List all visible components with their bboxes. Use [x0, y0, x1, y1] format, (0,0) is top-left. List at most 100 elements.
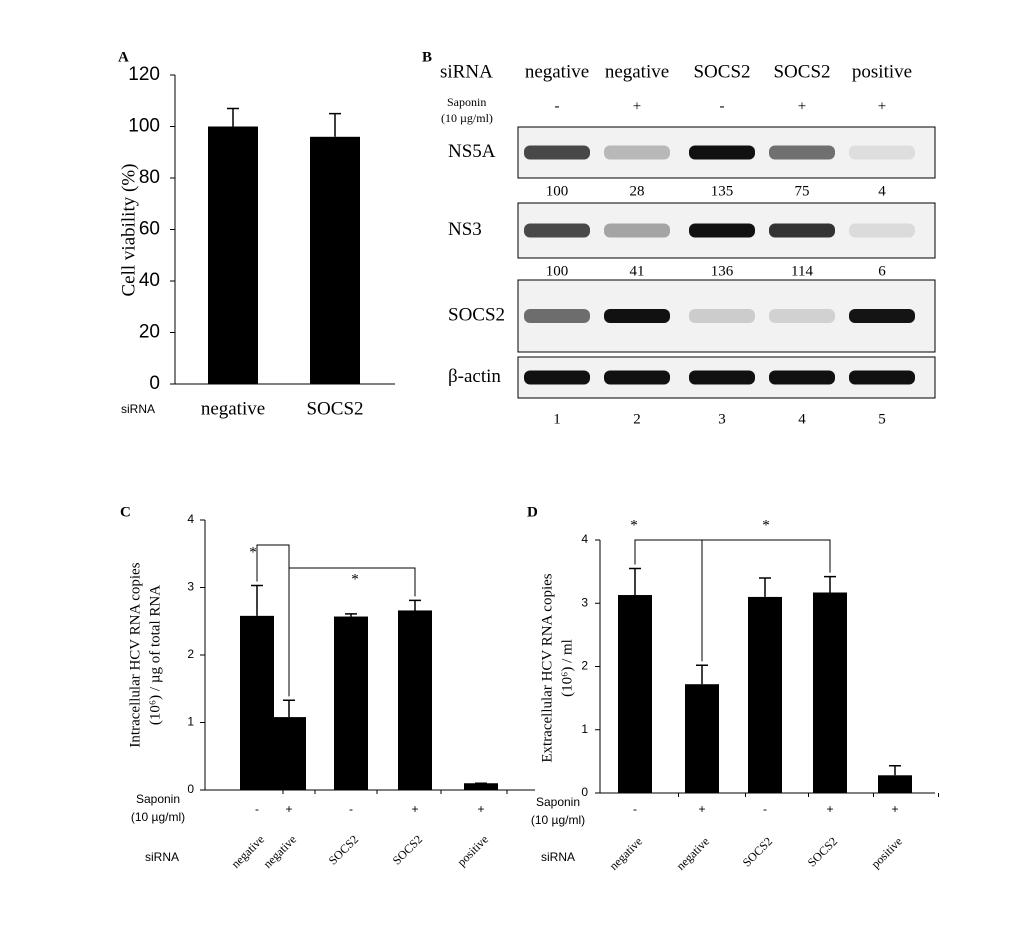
bar	[334, 616, 368, 790]
error-bar	[696, 664, 708, 685]
bar	[208, 126, 258, 384]
bar	[272, 717, 306, 790]
band-quantity: 135	[711, 183, 734, 199]
treatment: -	[255, 802, 259, 816]
y-tick-label: 3	[581, 595, 588, 609]
band	[689, 223, 755, 238]
y-tick-label: 120	[128, 64, 160, 85]
error-bar	[329, 112, 341, 137]
bar	[310, 136, 360, 384]
bar	[618, 595, 652, 793]
y-tick-label: 3	[187, 580, 194, 594]
error-bar	[227, 107, 239, 127]
lane-saponin: +	[878, 98, 886, 114]
row-label: (10 µg/ml)	[441, 111, 493, 125]
error-bar	[283, 699, 295, 718]
band-quantity: 6	[878, 263, 886, 279]
y-tick-label: 1	[187, 715, 194, 729]
band-quantity: 100	[546, 263, 569, 279]
band	[604, 309, 670, 323]
bar	[813, 592, 847, 793]
treatment: -	[633, 802, 637, 816]
band-quantity: 136	[711, 263, 734, 279]
y-axis-label: (10⁶) / ml	[559, 639, 575, 697]
band	[849, 223, 915, 238]
band	[604, 223, 670, 238]
lane-saponin: +	[798, 98, 806, 114]
protein-label: β-actin	[448, 366, 501, 387]
band-quantity: 114	[791, 263, 813, 279]
bar	[398, 610, 432, 790]
y-tick-label: 20	[139, 322, 160, 343]
band-quantity: 100	[546, 183, 569, 199]
significance-label: *	[762, 517, 770, 533]
error-bar	[629, 567, 641, 596]
bar	[685, 684, 719, 793]
lane-saponin: -	[720, 98, 725, 114]
band	[689, 370, 755, 385]
panel-letter: C	[120, 504, 131, 520]
lane-number: 3	[718, 411, 726, 427]
y-tick-label: 60	[139, 219, 160, 240]
band	[604, 145, 670, 160]
treatment: -	[763, 802, 767, 816]
protein-label: NS3	[448, 219, 482, 240]
y-tick-label: 1	[581, 722, 588, 736]
band	[689, 309, 755, 323]
panel-letter: A	[118, 49, 129, 65]
treatment: +	[826, 802, 833, 816]
bar	[878, 775, 912, 793]
lane-number: 1	[553, 411, 561, 427]
y-axis-label: Cell viability (%)	[118, 164, 139, 297]
y-tick-label: 4	[581, 532, 588, 546]
treatment: +	[891, 802, 898, 816]
y-tick-label: 4	[187, 512, 194, 526]
significance-label: *	[351, 571, 359, 587]
significance-bracket	[701, 539, 831, 662]
band	[849, 145, 915, 160]
band-quantity: 41	[630, 263, 645, 279]
bar	[240, 615, 274, 790]
lane-sirna: negative	[605, 61, 669, 82]
y-tick-label: 40	[139, 270, 160, 291]
band	[769, 309, 835, 323]
lane-saponin: -	[555, 98, 560, 114]
significance-label: *	[630, 517, 638, 533]
lane-number: 5	[878, 411, 886, 427]
panel-letter: B	[422, 49, 432, 65]
category-axis-label: siRNA	[121, 402, 155, 416]
band	[769, 223, 835, 238]
significance-bracket	[288, 567, 416, 697]
significance-label: *	[249, 544, 257, 560]
error-bar	[251, 584, 263, 616]
treatment: +	[411, 802, 418, 816]
y-axis-label: (10⁶) / µg of total RNA	[147, 585, 163, 725]
error-bar	[824, 575, 836, 593]
band	[849, 309, 915, 323]
bar	[464, 783, 498, 790]
treatment: +	[477, 802, 484, 816]
treatment: -	[349, 802, 353, 816]
treatment-label: Saponin	[536, 795, 580, 809]
protein-label: NS5A	[448, 141, 496, 162]
band	[524, 223, 590, 238]
treatment-label: Saponin	[136, 792, 180, 806]
band	[524, 145, 590, 160]
lane-sirna: SOCS2	[773, 61, 830, 82]
band	[524, 370, 590, 385]
lane-number: 4	[798, 411, 806, 427]
band-quantity: 75	[795, 183, 810, 199]
band	[769, 370, 835, 385]
y-tick-label: 2	[581, 659, 588, 673]
x-tick-label: SOCS2	[306, 398, 363, 419]
row-label: siRNA	[440, 61, 493, 82]
y-tick-label: 100	[128, 116, 160, 137]
error-bar	[409, 599, 421, 611]
treatment: +	[698, 802, 705, 816]
band	[689, 145, 755, 160]
lane-sirna: positive	[852, 61, 912, 82]
band-quantity: 4	[878, 183, 886, 199]
treatment-label: (10 µg/ml)	[531, 813, 585, 827]
y-tick-label: 80	[139, 167, 160, 188]
lane-sirna: negative	[525, 61, 589, 82]
